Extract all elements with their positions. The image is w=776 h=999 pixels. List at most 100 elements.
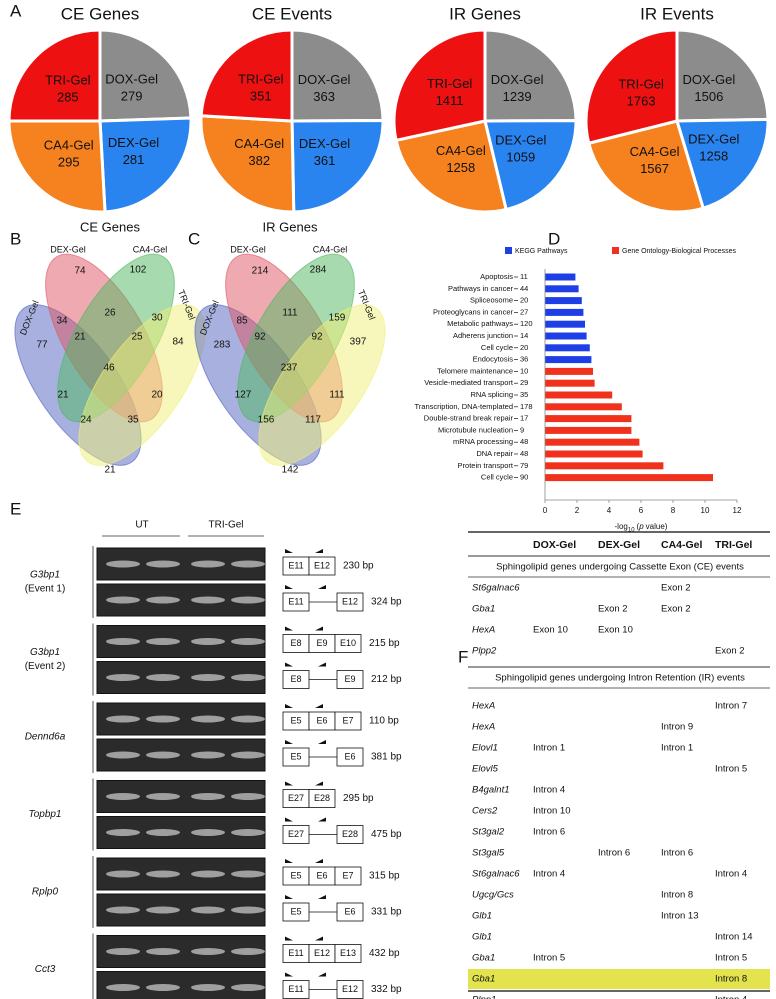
- chart-title: IR Events: [640, 4, 714, 23]
- category-label: Telomere maintenance: [437, 366, 513, 375]
- exon-box: [334, 711, 362, 731]
- product-size: 212 bp: [371, 674, 402, 685]
- exon-label: E5: [290, 715, 301, 725]
- slice-label: DOX-Gel: [298, 72, 351, 87]
- pie-slice: [675, 28, 770, 123]
- legend-label: Gene Ontology-Biological Processes: [622, 248, 737, 255]
- exon-label: E5: [290, 751, 301, 761]
- gel-band: [231, 596, 265, 604]
- event-cell: Intron 6: [661, 848, 693, 859]
- category-label: Cell cycle: [481, 343, 513, 352]
- gel-band: [191, 596, 225, 604]
- pie-slice: [199, 28, 294, 123]
- slice-value: 1506: [694, 89, 723, 104]
- exon-label: E27: [288, 829, 304, 839]
- gel-band: [106, 948, 140, 955]
- group-label: UT: [135, 520, 148, 531]
- venn-count: 84: [172, 337, 184, 348]
- bar: [545, 332, 587, 340]
- primer: [315, 549, 323, 553]
- venn-count: 74: [74, 266, 86, 277]
- x-label-part: value): [646, 522, 668, 531]
- product-size: 381 bp: [371, 752, 402, 763]
- gel-band: [106, 638, 140, 645]
- exon-label: E11: [288, 596, 303, 606]
- venn-count: 237: [281, 363, 298, 374]
- primer: [285, 859, 293, 863]
- bar: [545, 320, 585, 328]
- product-size: 432 bp: [369, 948, 400, 959]
- slice-value: 1763: [627, 93, 656, 108]
- venn-count: 35: [127, 415, 139, 426]
- pie-slice: [483, 28, 578, 123]
- section-title: Sphingolipid genes undergoing Intron Ret…: [495, 673, 745, 684]
- exon-label: E5: [290, 870, 301, 880]
- venn-count: 117: [305, 415, 321, 426]
- chart-title: IR Genes: [449, 4, 521, 23]
- exon-label: E11: [288, 560, 303, 570]
- count-label: 20: [520, 343, 528, 352]
- gel-band: [146, 674, 180, 681]
- exon-label: E13: [340, 948, 356, 958]
- exon-label: E6: [316, 870, 327, 880]
- exon-label: E27: [288, 793, 304, 803]
- slice-value: 361: [314, 153, 336, 168]
- gene-note: (Event 2): [25, 661, 66, 672]
- gene-cell: St3gal2: [472, 827, 505, 838]
- gene-cell: HexA: [472, 722, 495, 733]
- exon-box: [336, 902, 364, 922]
- gel-band: [191, 751, 225, 759]
- x-label-part: (: [637, 522, 640, 531]
- slice-label: DOX-Gel: [105, 72, 158, 87]
- venn-count: 24: [80, 415, 92, 426]
- venn-count: 34: [56, 316, 68, 327]
- count-label: 14: [520, 331, 528, 340]
- gel-band: [106, 751, 140, 759]
- count-label: 48: [520, 437, 528, 446]
- exon-box: [336, 670, 364, 689]
- venn-count: 85: [236, 316, 248, 327]
- primer: [285, 972, 293, 977]
- primer: [285, 626, 293, 631]
- venn-count: 92: [254, 332, 266, 343]
- gene-name: Dennd6a: [25, 732, 66, 743]
- gel-band: [191, 793, 225, 800]
- venn-title: CE Genes: [80, 219, 140, 234]
- gel-band: [106, 829, 140, 836]
- pie-slice: [98, 28, 193, 123]
- bar: [545, 403, 622, 411]
- count-label: 178: [520, 402, 533, 411]
- gene-name: Rplp0: [32, 887, 59, 898]
- pie-slice: [290, 28, 385, 123]
- gel-band: [146, 751, 180, 759]
- x-tick-label: 10: [701, 506, 710, 515]
- gel-band: [106, 715, 140, 723]
- product-size: 295 bp: [343, 793, 374, 804]
- slice-label: DOX-Gel: [491, 72, 544, 87]
- legend-swatch: [505, 247, 512, 254]
- category-label: Endocytosis: [473, 355, 514, 364]
- slice-value: 382: [248, 153, 270, 168]
- slice-label: DEX-Gel: [299, 136, 350, 151]
- gel-band: [191, 715, 225, 723]
- gel-band: [106, 560, 140, 568]
- category-label: Pathways in cancer: [448, 284, 514, 293]
- gel-band: [231, 751, 265, 759]
- category-label: Spliceosome: [470, 296, 513, 305]
- gel-band: [146, 948, 180, 955]
- gel-band: [106, 984, 140, 991]
- event-cell: Intron 5: [533, 953, 565, 964]
- category-label: Vesicle-mediated transport: [424, 378, 514, 387]
- gene-name: G3bp1: [30, 570, 60, 581]
- gene-note: (Event 1): [25, 584, 66, 595]
- venn-set-label: DEX-Gel: [230, 244, 266, 254]
- product-size: 230 bp: [343, 561, 374, 572]
- venn-set: [78, 304, 206, 466]
- slice-label: TRI-Gel: [618, 76, 664, 91]
- gel-band: [146, 715, 180, 723]
- exon-label: E9: [316, 638, 327, 648]
- x-label-italic: p: [638, 522, 644, 531]
- product-size: 332 bp: [371, 984, 402, 995]
- primer: [285, 740, 293, 744]
